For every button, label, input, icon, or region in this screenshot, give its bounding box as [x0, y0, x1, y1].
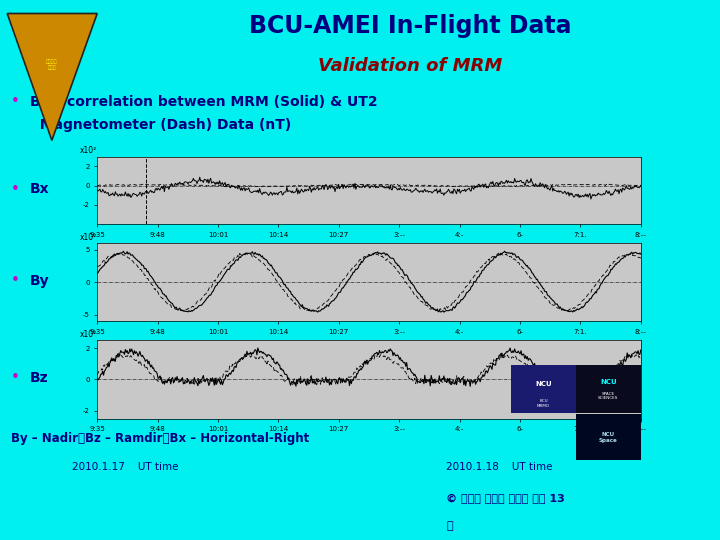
Text: 2010.1.18    UT time: 2010.1.18 UT time	[446, 462, 553, 472]
Text: x10²: x10²	[80, 146, 97, 155]
Text: •: •	[11, 94, 19, 110]
Text: By – Nadir、Bz – Ramdir、Bx – Horizontal-Right: By – Nadir、Bz – Ramdir、Bx – Horizontal-R…	[11, 432, 309, 445]
Text: NCU
Space: NCU Space	[599, 432, 618, 443]
Text: Magnetometer (Dash) Data (nT): Magnetometer (Dash) Data (nT)	[30, 118, 292, 132]
Text: 州大航太
中立院: 州大航太 中立院	[46, 59, 58, 70]
Text: 2010.1.17    UT time: 2010.1.17 UT time	[72, 462, 179, 472]
Text: BCU correlation between MRM (Solid) & UT2: BCU correlation between MRM (Solid) & UT…	[30, 94, 378, 109]
Text: •: •	[11, 370, 19, 386]
Text: x10²: x10²	[80, 233, 97, 242]
Text: © 江士樾 葉則巁 葉惠婪 劉正 13: © 江士樾 葉則巁 葉惠婪 劉正 13	[446, 494, 565, 504]
Text: •: •	[11, 181, 19, 197]
Text: Bz: Bz	[30, 371, 49, 385]
Text: BCU-AMEI In-Flight Data: BCU-AMEI In-Flight Data	[249, 14, 572, 37]
Text: x10²: x10²	[80, 330, 97, 339]
Text: BCU
MRMO: BCU MRMO	[537, 399, 550, 408]
Text: Validation of MRM: Validation of MRM	[318, 57, 503, 75]
Text: •: •	[11, 273, 19, 288]
Text: Bx: Bx	[30, 182, 50, 196]
Text: SPACE
SCIENCES: SPACE SCIENCES	[598, 392, 618, 400]
Text: By: By	[30, 274, 50, 288]
Text: 彭: 彭	[446, 521, 453, 531]
Text: NCU: NCU	[600, 379, 617, 384]
Text: NCU: NCU	[535, 381, 552, 387]
